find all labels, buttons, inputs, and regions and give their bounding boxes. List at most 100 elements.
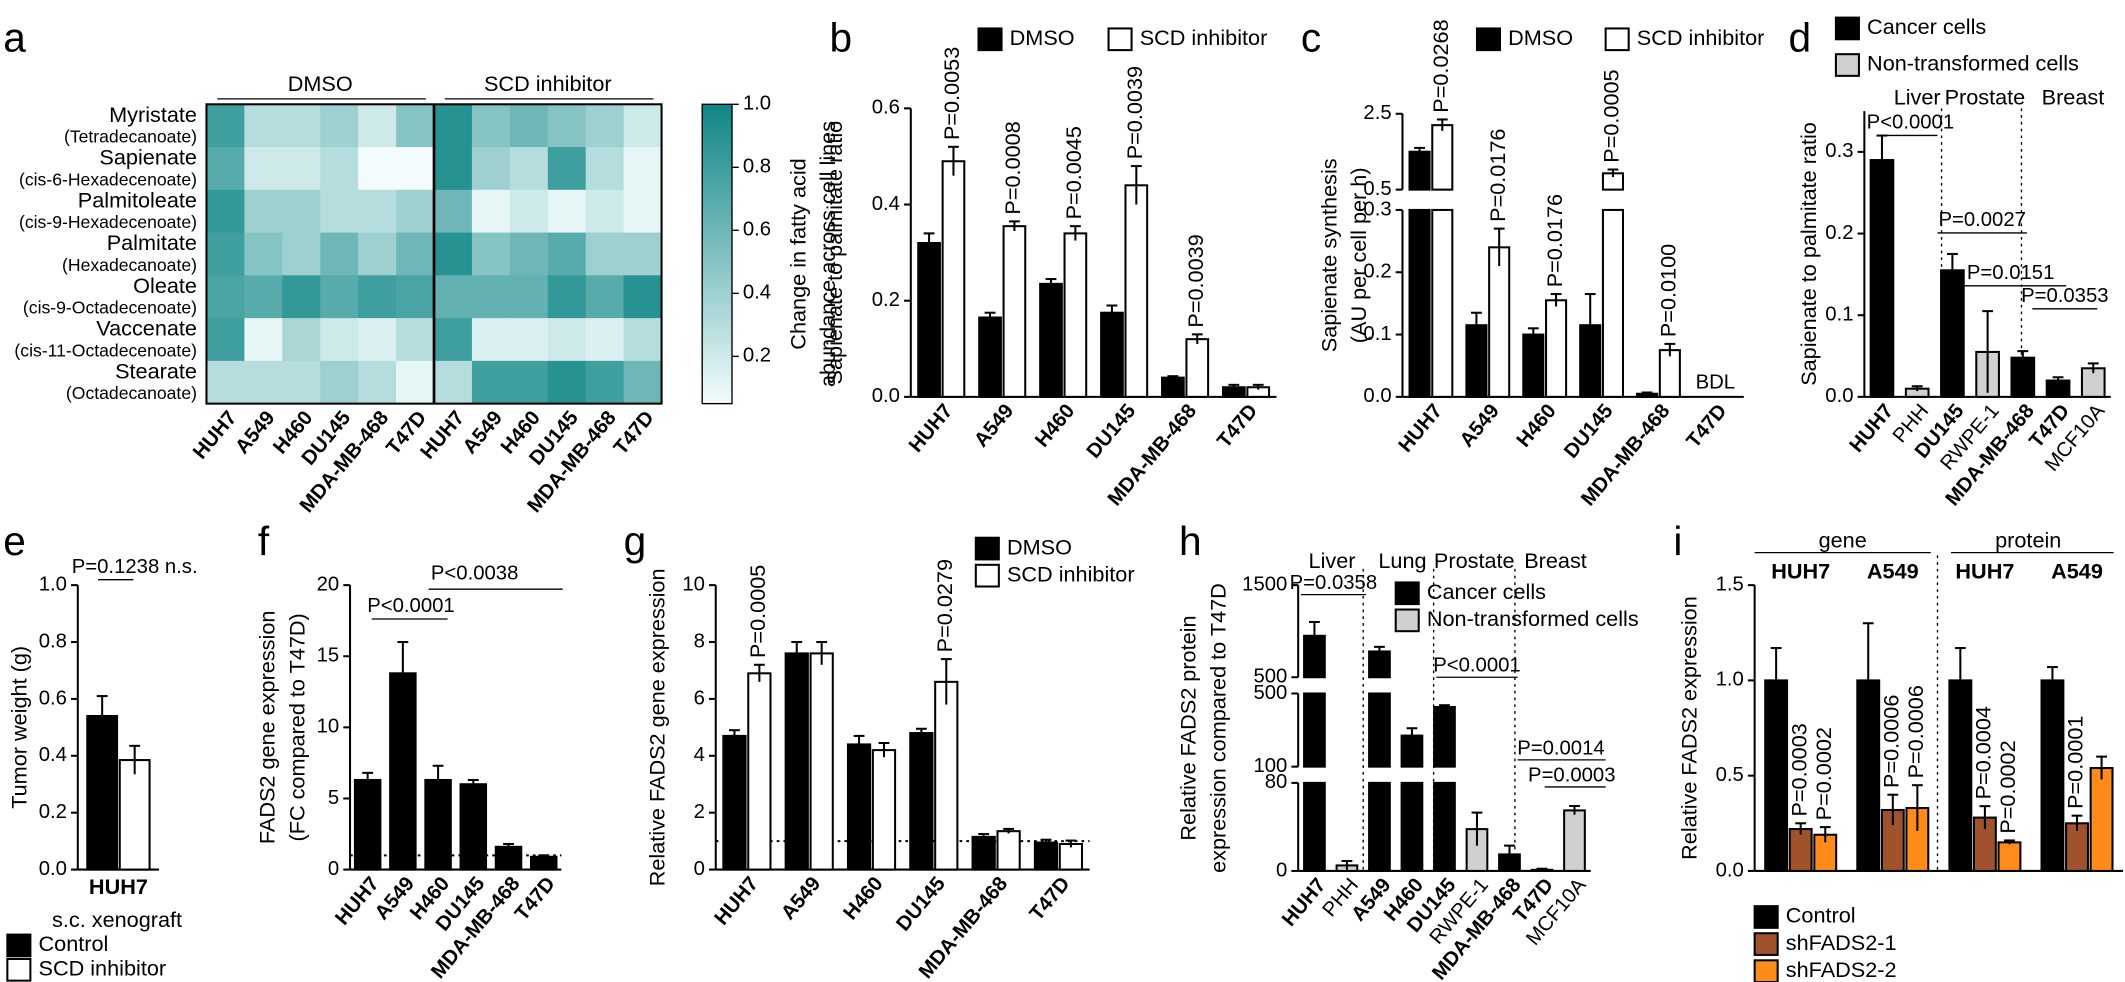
heat-cell [282,189,321,234]
y-tick-label: 0.2 [1825,222,1853,244]
y-tick-label: 0.2 [1363,261,1391,283]
legend-swatch [1475,27,1502,52]
legend-label: Non-transformed cells [1427,606,1639,631]
legend-label: Cancer cells [1867,14,1986,39]
heat-cell [509,189,549,234]
bar [934,680,959,871]
group-label: Breast [2042,85,2105,110]
error-bar [1045,278,1057,289]
x-tick-label: H460 [1031,400,1079,451]
p-value: P=0.0005 [1599,69,1624,162]
bar [1368,781,1391,872]
row-label: Stearate [115,358,197,383]
error-bar [1584,293,1596,357]
error-bar [1436,118,1448,131]
error-bar [1641,391,1653,395]
heat-cell [471,147,511,191]
bar [2089,767,2114,872]
heat-cell [320,275,359,319]
x-tick-label: A549 [777,873,825,924]
x-tick-label: H460 [1513,400,1561,451]
legend-label: SCD inhibitor [1140,25,1268,50]
row-label: Vaccenate [96,316,197,341]
heat-cell [547,147,587,191]
heat-cell [282,232,321,277]
error-bar [1130,165,1142,205]
y-axis-label: FADS2 gene expression [254,611,279,845]
bar [1408,150,1431,191]
y-axis-label: expression compared to T47D [1205,583,1230,873]
x-tick-label: HUH7 [711,873,763,929]
error-bar [1911,385,1923,392]
comparison-label: P=0.0353 [2021,285,2108,307]
error-bar [2052,376,2064,384]
heat-cell [585,104,625,148]
bar [1063,232,1088,398]
bar [1185,338,1210,398]
error-bar [2017,350,2029,365]
p-value: P=0.0002 [1995,740,2020,833]
bar [1433,706,1456,768]
y-tick-label: 0.5 [1716,764,1744,786]
heat-cell [396,232,435,277]
legend-swatch [1394,608,1420,633]
heat-cell [585,275,625,319]
y-tick-label: 0.1 [1363,323,1391,345]
error-bar [1439,704,1450,709]
y-tick-label: 0.6 [39,687,67,709]
error-bar [1770,646,1782,713]
error-bar [753,663,765,682]
error-bar [1471,811,1483,846]
y-tick-label: 0.0 [39,858,67,880]
error-bar [129,744,141,775]
heat-cell [509,360,549,405]
heat-cell [509,318,549,362]
x-tick-label: T47D [1026,873,1075,925]
heat-cell [206,275,246,319]
error-bar [1795,822,1807,835]
error-bar [1252,383,1264,390]
heat-cell [585,318,625,362]
heat-cell [396,360,435,405]
heat-cell [434,147,473,191]
y-tick-label: 5 [328,787,339,809]
x-tick-label: HUH7 [1846,400,1898,456]
colorbar-tick-label: 0.6 [743,219,771,241]
bar [846,743,872,871]
bar [1431,208,1454,398]
heat-cell [585,147,625,191]
p-value: P=0.0002 [1811,727,1836,820]
heat-cell [471,189,511,234]
error-bar [923,232,935,253]
x-tick-label: T47D [1213,400,1262,452]
heat-cell [244,275,283,319]
legend-label: SCD inhibitor [1007,561,1135,586]
error-bar [1911,784,1923,831]
legend-swatch [1604,27,1630,52]
error-bar [1106,304,1118,320]
group-label: Liver [1309,548,1356,573]
x-tick-label: HUH7 [905,400,957,456]
legend-label: Control [39,931,109,956]
colorbar-tick-label: 0.4 [743,282,771,304]
heat-cell [244,189,283,234]
p-value: P=0.0008 [1000,121,1025,214]
x-tick-label: HUH7 [1395,400,1447,456]
error-bar [2004,839,2015,845]
error-bar [2071,814,2083,831]
group-label: gene [1819,528,1867,553]
bar [1869,159,1895,398]
heat-cell [434,189,473,234]
row-detail: (cis-9-Hexadecenoate) [19,212,197,232]
heat-cell [623,104,663,148]
error-bar [1414,146,1425,156]
heat-cell [434,360,473,405]
error-bar [1527,327,1539,341]
heat-cell [396,189,435,234]
heat-cell [206,189,246,234]
error-bar [397,641,409,705]
x-tick-label: DU145 [1083,400,1140,463]
bar [909,732,934,871]
column-label: T47D [610,407,659,459]
y-tick-label: 1.0 [39,573,67,595]
